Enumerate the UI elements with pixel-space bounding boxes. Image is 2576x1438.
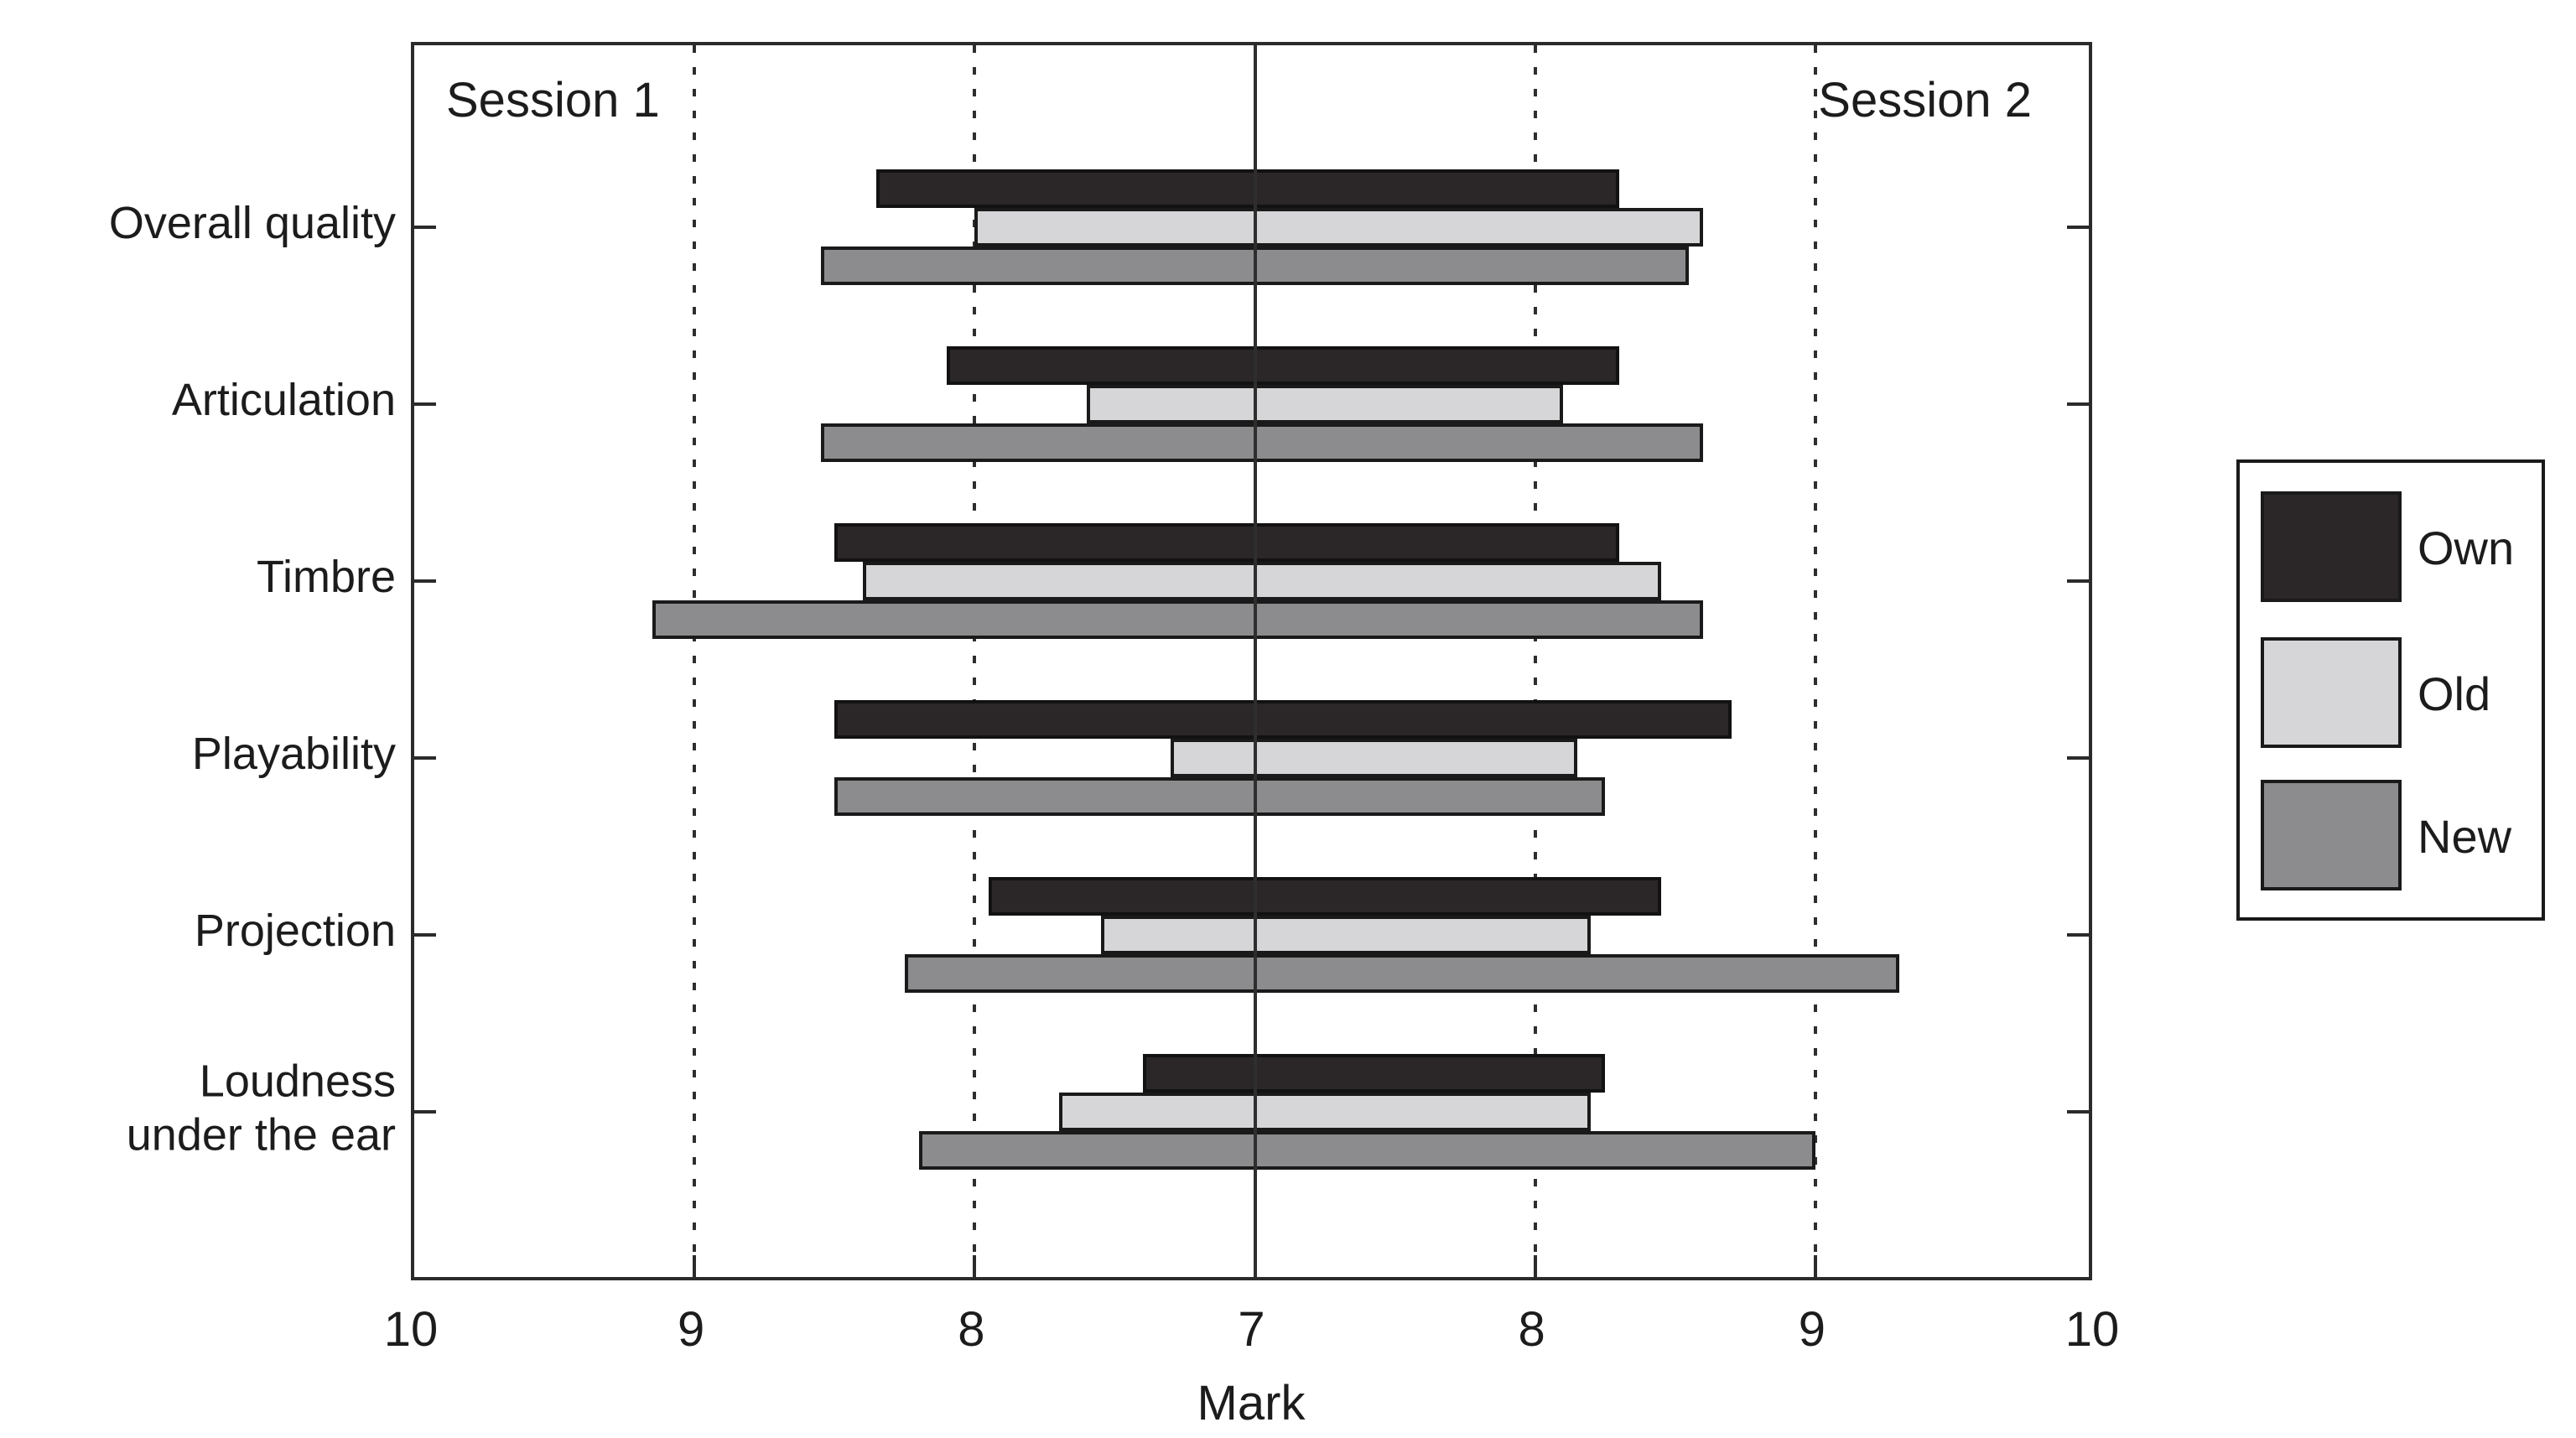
bar-old-playability xyxy=(1171,739,1577,777)
plot-area: Session 1 Session 2 xyxy=(411,42,2092,1280)
y-tick-left-articulation xyxy=(414,402,436,407)
bar-new-articulation xyxy=(820,423,1704,463)
center-axis-line xyxy=(1253,45,1257,1277)
y-tick-right-loudness-under-the-ear xyxy=(2067,1109,2089,1114)
category-label-loudness-under-the-ear: Loudness under the ear xyxy=(126,1056,396,1160)
x-tick-label-8-2: 8 xyxy=(958,1302,985,1357)
bar-new-timbre xyxy=(652,600,1704,640)
y-tick-left-timbre xyxy=(414,579,436,584)
x-axis-title: Mark xyxy=(1197,1376,1306,1430)
y-tick-right-projection xyxy=(2067,933,2089,937)
session-2-label: Session 2 xyxy=(1818,73,2032,127)
legend-label-own: Own xyxy=(2418,522,2515,574)
bar-old-loudness-under-the-ear xyxy=(1058,1092,1592,1131)
category-label-articulation: Articulation xyxy=(171,375,396,426)
y-tick-left-loudness-under-the-ear xyxy=(414,1109,436,1114)
category-label-timbre: Timbre xyxy=(256,552,396,603)
category-label-playability: Playability xyxy=(191,729,396,780)
legend-swatch-own xyxy=(2261,491,2402,602)
legend-swatch-old xyxy=(2261,637,2402,748)
bar-old-timbre xyxy=(862,562,1662,601)
legend-swatch-new xyxy=(2261,780,2402,890)
category-label-overall-quality: Overall quality xyxy=(108,198,396,249)
bar-own-overall-quality xyxy=(876,169,1619,208)
x-tick-9-1 xyxy=(693,1255,697,1277)
bar-old-projection xyxy=(1100,916,1592,955)
category-label-projection: Projection xyxy=(194,906,396,957)
y-tick-right-overall-quality xyxy=(2067,225,2089,229)
y-tick-right-articulation xyxy=(2067,402,2089,407)
bar-new-playability xyxy=(834,777,1606,816)
gridline-9-left xyxy=(693,45,697,1277)
bar-new-projection xyxy=(904,954,1900,994)
x-tick-label-10-0: 10 xyxy=(383,1302,439,1357)
session-1-label: Session 1 xyxy=(446,73,660,127)
x-tick-8-2 xyxy=(973,1255,977,1277)
bar-old-articulation xyxy=(1087,385,1564,424)
gridline-8-left xyxy=(973,45,977,1277)
gridline-8-right xyxy=(1533,45,1537,1277)
y-tick-right-timbre xyxy=(2067,579,2089,584)
bar-own-timbre xyxy=(834,523,1619,563)
x-tick-label-10-6: 10 xyxy=(2064,1302,2120,1357)
legend-label-old: Old xyxy=(2418,667,2491,720)
legend: Own Old New xyxy=(2236,459,2545,921)
bar-old-overall-quality xyxy=(974,207,1704,247)
bar-own-articulation xyxy=(946,346,1619,386)
x-tick-8-4 xyxy=(1533,1255,1537,1277)
bar-new-loudness-under-the-ear xyxy=(918,1130,1815,1170)
y-tick-left-overall-quality xyxy=(414,225,436,229)
x-tick-label-7-3: 7 xyxy=(1238,1302,1265,1357)
bar-own-loudness-under-the-ear xyxy=(1142,1053,1606,1093)
x-tick-9-5 xyxy=(1813,1255,1817,1277)
legend-label-new: New xyxy=(2418,810,2512,863)
bar-own-projection xyxy=(989,877,1662,916)
x-tick-label-8-4: 8 xyxy=(1518,1302,1545,1357)
bar-own-playability xyxy=(834,700,1732,739)
gridline-9-right xyxy=(1813,45,1817,1277)
x-tick-label-9-1: 9 xyxy=(678,1302,705,1357)
y-tick-left-playability xyxy=(414,756,436,760)
y-tick-left-projection xyxy=(414,933,436,937)
y-tick-right-playability xyxy=(2067,756,2089,760)
x-tick-label-9-5: 9 xyxy=(1798,1302,1826,1357)
